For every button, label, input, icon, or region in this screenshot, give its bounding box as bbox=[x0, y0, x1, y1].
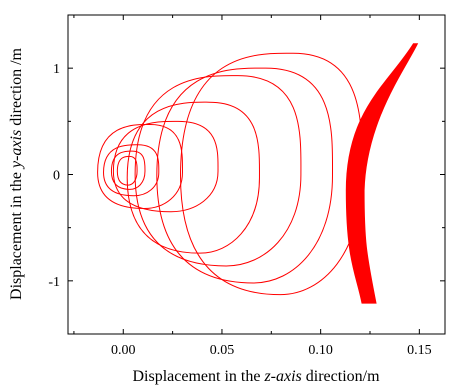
x-axis-label-part-2: z-axis bbox=[263, 368, 301, 385]
y-axis-label-part-1: Displacement in the bbox=[8, 168, 25, 300]
x-axis-label: Displacement in the z-axis direction/m bbox=[132, 368, 380, 385]
x-axis-label-part-1: Displacement in the bbox=[132, 368, 264, 385]
y-axis-label-part-3: direction /m bbox=[8, 47, 25, 129]
y-tick-label: -1 bbox=[48, 275, 60, 290]
trajectory-loop-3 bbox=[103, 144, 160, 197]
trajectory-loop-9 bbox=[180, 52, 363, 296]
y-axis-label: Displacement in the y-axis direction /m bbox=[8, 47, 25, 299]
trajectory-loop-2 bbox=[110, 150, 146, 190]
trajectory-loop-8 bbox=[156, 67, 334, 284]
series-marks bbox=[97, 43, 419, 304]
y-tick-label: 0 bbox=[53, 169, 60, 184]
x-axis-label-part-3: direction/m bbox=[302, 368, 380, 385]
trajectory-loop-6 bbox=[126, 101, 260, 254]
axis-ticks: 0.00 0.05 0.10 0.15 1 0 -1 bbox=[48, 15, 445, 358]
x-tick-label: 0.15 bbox=[407, 343, 432, 358]
trajectory-loop-7 bbox=[134, 75, 302, 267]
trajectory-dense-crescent bbox=[345, 43, 419, 304]
x-tick-label: 0.05 bbox=[210, 343, 235, 358]
trajectory-loop-1 bbox=[116, 155, 138, 186]
y-tick-label: 1 bbox=[53, 62, 60, 77]
y-axis-label-part-2: y-axis bbox=[8, 130, 25, 170]
trajectory-loop-4 bbox=[97, 124, 183, 210]
trajectory-loop-5 bbox=[112, 120, 219, 213]
x-tick-label: 0.10 bbox=[308, 343, 333, 358]
plot-frame bbox=[67, 14, 446, 335]
x-tick-label: 0.00 bbox=[111, 343, 136, 358]
